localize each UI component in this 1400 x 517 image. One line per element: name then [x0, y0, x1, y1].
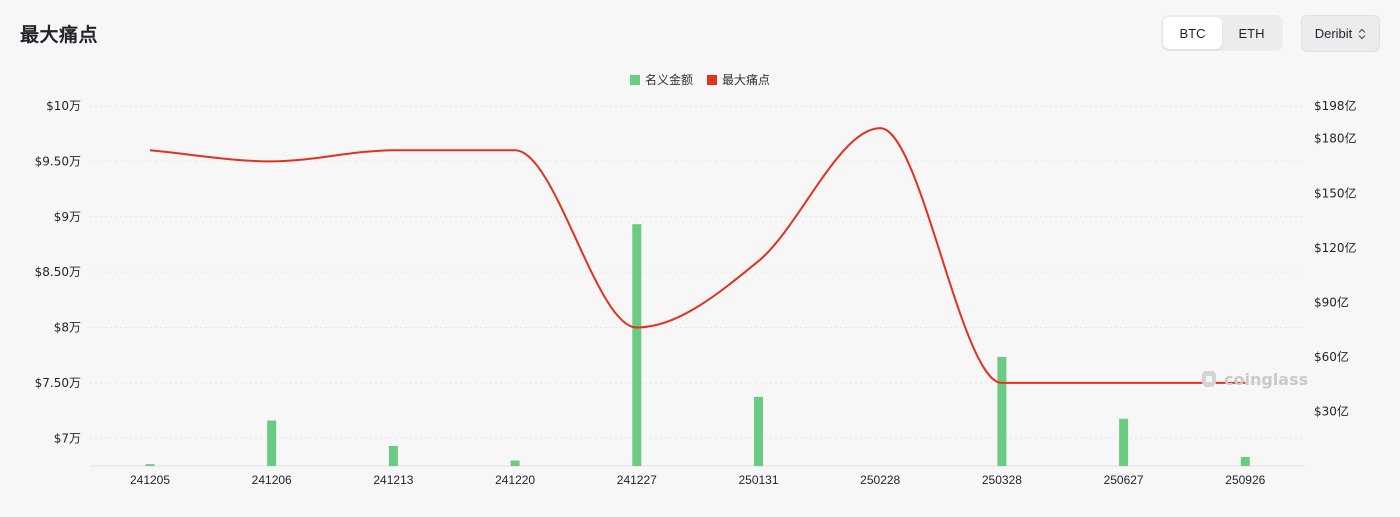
bar[interactable] [267, 420, 277, 466]
bar[interactable] [388, 446, 398, 466]
chevron-updown-icon [1358, 28, 1366, 40]
left-tick-label: $9万 [54, 210, 81, 224]
x-tick-label: 250627 [1104, 473, 1144, 487]
max-pain-point[interactable] [1121, 380, 1127, 386]
x-tick-label: 241220 [495, 473, 535, 487]
exchange-select-value: Deribit [1314, 26, 1353, 41]
right-tick-label: $60亿 [1314, 349, 1349, 364]
legend-label-notional: 名义金额 [644, 73, 693, 87]
left-tick-label: $8.50万 [35, 265, 81, 279]
x-tick-label: 241213 [373, 473, 413, 487]
bar[interactable] [145, 464, 155, 466]
x-tick-label: 241205 [130, 473, 170, 487]
left-tick-label: $9.50万 [35, 154, 81, 168]
coinglass-logo-icon [1202, 371, 1216, 387]
bar[interactable] [1240, 456, 1250, 466]
max-pain-point[interactable] [512, 147, 518, 153]
bar[interactable] [632, 224, 642, 466]
right-tick-label: $90亿 [1314, 294, 1349, 309]
coin-tabs: BTC ETH [1161, 15, 1283, 51]
right-tick-label: $120亿 [1314, 240, 1357, 255]
left-tick-label: $7.50万 [35, 376, 81, 390]
x-tick-label: 241206 [252, 473, 292, 487]
page-title: 最大痛点 [20, 24, 99, 46]
watermark-text: coinglass [1224, 369, 1309, 389]
x-tick-label: 250131 [738, 473, 778, 487]
x-tick-label: 241227 [617, 473, 657, 487]
bar[interactable] [510, 460, 520, 466]
legend-label-max-pain: 最大痛点 [722, 73, 771, 87]
bar[interactable] [997, 356, 1007, 466]
coinglass-watermark: coinglass [1198, 368, 1308, 390]
left-tick-label: $7万 [54, 431, 81, 445]
bar[interactable] [754, 396, 763, 466]
right-tick-label: $198亿 [1314, 98, 1357, 113]
bar[interactable] [1119, 418, 1129, 466]
legend-swatch-max-pain [707, 74, 717, 85]
x-tick-label: 250926 [1225, 473, 1265, 487]
right-tick-label: $150亿 [1314, 185, 1357, 200]
max-pain-line[interactable] [149, 127, 1246, 384]
x-tick-label: 250328 [982, 473, 1022, 487]
max-pain-point[interactable] [390, 147, 396, 153]
x-tick-label: 250228 [860, 473, 900, 487]
max-pain-point[interactable] [756, 258, 762, 264]
right-tick-label: $180亿 [1314, 131, 1357, 146]
right-tick-label: $30亿 [1314, 403, 1349, 418]
tab-eth[interactable]: ETH [1222, 17, 1281, 49]
max-pain-point[interactable] [634, 325, 640, 331]
legend-item-notional[interactable]: 名义金额 [629, 71, 693, 88]
legend-swatch-notional [629, 74, 640, 85]
legend-item-max-pain[interactable]: 最大痛点 [707, 71, 770, 88]
left-tick-label: $10万 [46, 99, 81, 113]
max-pain-point[interactable] [269, 158, 275, 164]
max-pain-point[interactable] [147, 147, 153, 153]
chart-legend: 名义金额 最大痛点 [0, 71, 1400, 88]
exchange-select[interactable]: Deribit [1301, 15, 1380, 52]
left-tick-label: $8万 [54, 321, 81, 335]
tab-btc[interactable]: BTC [1163, 17, 1222, 49]
max-pain-point[interactable] [877, 125, 883, 131]
max-pain-point[interactable] [999, 380, 1005, 386]
